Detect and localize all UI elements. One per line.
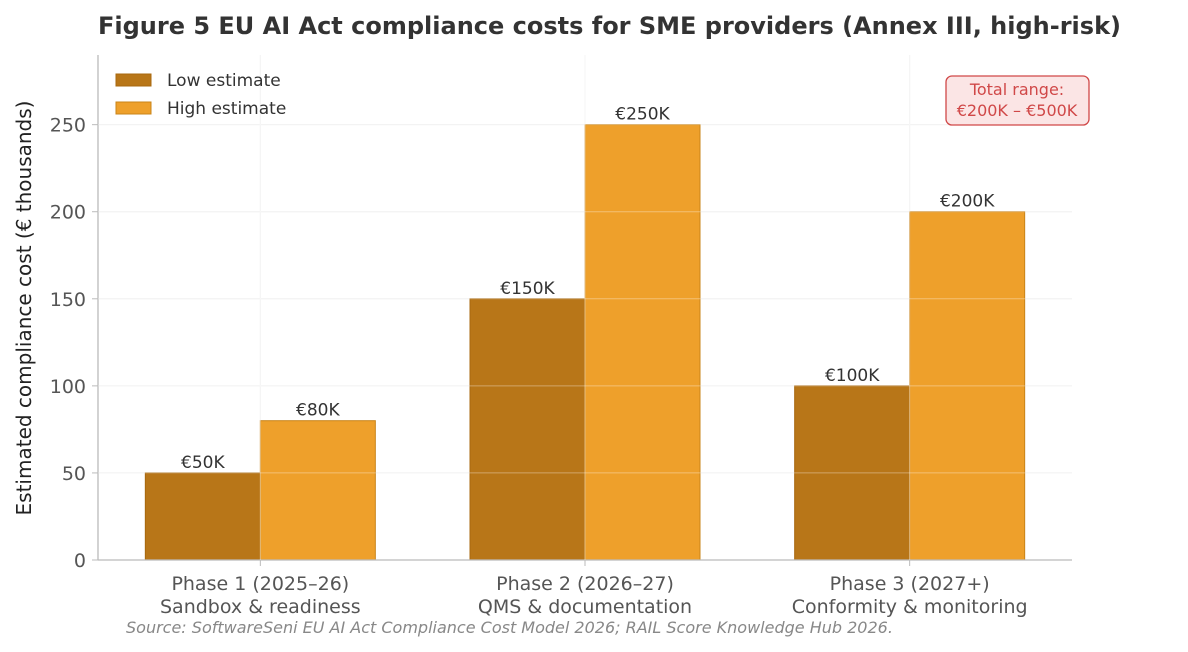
x-tick-label: Phase 3 (2027+) [830, 573, 990, 595]
legend-swatch [115, 73, 152, 87]
x-tick-label: Phase 2 (2026–27) [496, 573, 674, 595]
x-tick-label: QMS & documentation [478, 596, 692, 618]
bar-low [144, 472, 261, 561]
legend-label: High estimate [167, 99, 286, 119]
legend: Low estimate High estimate [115, 71, 286, 119]
y-tick-label: 100 [50, 376, 86, 398]
y-tick-label: 0 [74, 550, 86, 572]
annotation-text: Total range: [969, 80, 1064, 99]
y-tick-label: 150 [50, 289, 86, 311]
bar-high [584, 124, 701, 561]
legend-label: Low estimate [167, 71, 281, 91]
bar-high [259, 420, 376, 561]
bars [144, 124, 1026, 561]
bar-value-label: €100K [825, 366, 880, 386]
bar-value-label: €50K [181, 453, 225, 473]
chart-title: Figure 5 EU AI Act compliance costs for … [98, 12, 1121, 40]
total-range-annotation: Total range: €200K – €500K [945, 75, 1090, 126]
bar-value-label: €250K [615, 105, 670, 125]
legend-swatch [115, 101, 152, 115]
y-tick-label: 200 [50, 202, 86, 224]
bar-high [909, 211, 1026, 561]
bar-value-label: €200K [940, 192, 995, 212]
source-note: Source: SoftwareSeni EU AI Act Complianc… [126, 618, 893, 637]
x-tick-label: Phase 1 (2025–26) [171, 573, 349, 595]
bar-low [469, 298, 586, 561]
y-axis-label: Estimated compliance cost (€ thousands) [12, 101, 36, 516]
annotation-box [945, 75, 1090, 126]
annotation-text: €200K – €500K [957, 101, 1078, 120]
data-labels: €50K €150K €100K €80K €250K €200K [181, 105, 995, 473]
axes: 0 50 100 150 200 250 Phase 1 (2025–26)Sandbox … [50, 55, 1072, 618]
y-tick-label: 250 [50, 115, 86, 137]
bar-value-label: €150K [500, 279, 555, 299]
y-tick-label: 50 [62, 463, 86, 485]
x-tick-label: Sandbox & readiness [160, 596, 361, 618]
x-tick-label: Conformity & monitoring [792, 596, 1028, 618]
bar-value-label: €80K [296, 401, 340, 421]
